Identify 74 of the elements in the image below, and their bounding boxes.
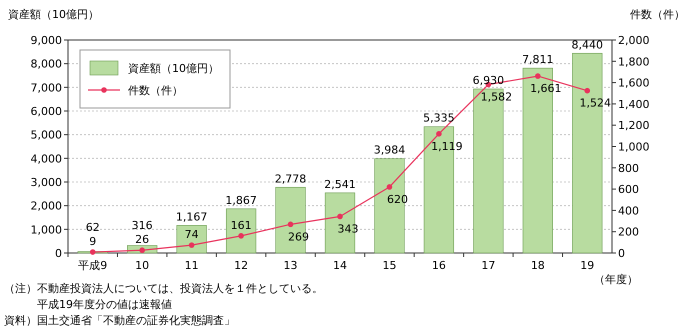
legend-label: 件数（件） xyxy=(128,84,183,97)
x-tick-label: 18 xyxy=(530,259,545,272)
y2-tick-label: 0 xyxy=(618,247,625,260)
data-label: 6,930 xyxy=(472,74,504,87)
point xyxy=(584,88,590,94)
text: 平成19年度分の値は速報値 xyxy=(4,298,172,311)
y2-tick-label: 400 xyxy=(618,204,639,218)
x-tick-label: 13 xyxy=(284,259,298,272)
data-label: 316 xyxy=(132,219,153,232)
data-label: 9 xyxy=(89,235,96,248)
data-label: 2,778 xyxy=(274,172,306,186)
y-tick-label: 5,000 xyxy=(30,128,62,142)
data-label: 74 xyxy=(184,228,199,242)
y2-tick-label: 1,600 xyxy=(618,76,650,90)
x-tick-label: 16 xyxy=(432,259,446,272)
point xyxy=(288,222,294,228)
point xyxy=(188,242,194,248)
y-tick-label: 7,000 xyxy=(30,81,62,94)
x-tick-label: 平成9 xyxy=(78,259,108,272)
point xyxy=(238,233,244,239)
x-tick-label: 19 xyxy=(580,259,594,272)
y2-tick-label: 800 xyxy=(618,162,639,175)
y2-axis-title: 件数（件） xyxy=(630,8,685,21)
data-label: 3,984 xyxy=(374,144,406,157)
x-tick-label: 10 xyxy=(135,259,150,272)
data-label: 62 xyxy=(86,221,100,234)
bar xyxy=(226,208,256,254)
data-label: 620 xyxy=(386,192,408,206)
point xyxy=(139,247,145,254)
bar xyxy=(176,225,207,254)
data-label: 8,440 xyxy=(572,38,604,52)
y2-tick-label: 1,200 xyxy=(618,119,650,132)
point xyxy=(386,184,392,190)
text: （注）不動産投資法人については、投資法人を１件としている。 xyxy=(4,282,323,295)
y-tick-label: 2,000 xyxy=(30,200,62,213)
y2-tick-label: 1,800 xyxy=(618,55,650,68)
x-tick-label: 11 xyxy=(184,259,199,272)
y-tick-label: 8,000 xyxy=(30,58,62,71)
y2-tick-label: 1,400 xyxy=(618,98,650,111)
data-label: 1,167 xyxy=(176,210,208,224)
data-label: 1,867 xyxy=(225,194,257,207)
data-label: 7,811 xyxy=(522,53,554,66)
x-tick-label: 17 xyxy=(481,259,496,272)
data-label: 5,335 xyxy=(423,112,455,125)
y-tick-label: 4,000 xyxy=(30,152,62,166)
point xyxy=(90,249,96,255)
y-tick-label: 1,000 xyxy=(30,223,62,236)
x-tick-label: 14 xyxy=(333,259,347,272)
text: 資料）国土交通省「不動産の証券化実態調査」 xyxy=(4,314,235,327)
y-tick-label: 3,000 xyxy=(30,176,62,189)
y2-tick-label: 600 xyxy=(618,183,639,196)
data-label: 1,119 xyxy=(431,140,463,153)
data-label: 2,541 xyxy=(324,178,356,191)
point xyxy=(337,214,343,220)
data-label: 1,661 xyxy=(530,82,562,96)
y2-tick-label: 1,000 xyxy=(618,140,650,154)
y-tick-label: 9,000 xyxy=(30,34,62,47)
x-tick-label: 15 xyxy=(382,259,396,272)
y-axis-title: 資産額（10億円） xyxy=(8,8,99,21)
data-label: 26 xyxy=(135,233,150,246)
y-tick-label: 6,000 xyxy=(30,105,62,118)
data-label: 269 xyxy=(288,230,310,244)
y2-tick-label: 200 xyxy=(618,226,639,239)
y-tick-label: 0 xyxy=(55,247,62,260)
x-tick-label: 12 xyxy=(234,259,248,272)
legend-label: 資産額（10億円） xyxy=(128,62,219,75)
data-label: 1,524 xyxy=(580,96,612,110)
data-label: 161 xyxy=(230,218,252,232)
x-axis-title: （年度） xyxy=(594,273,638,286)
y2-tick-label: 2,000 xyxy=(618,34,650,47)
point xyxy=(535,73,541,79)
data-label: 343 xyxy=(338,222,358,236)
data-label: 1,582 xyxy=(480,90,512,104)
point xyxy=(436,131,442,137)
